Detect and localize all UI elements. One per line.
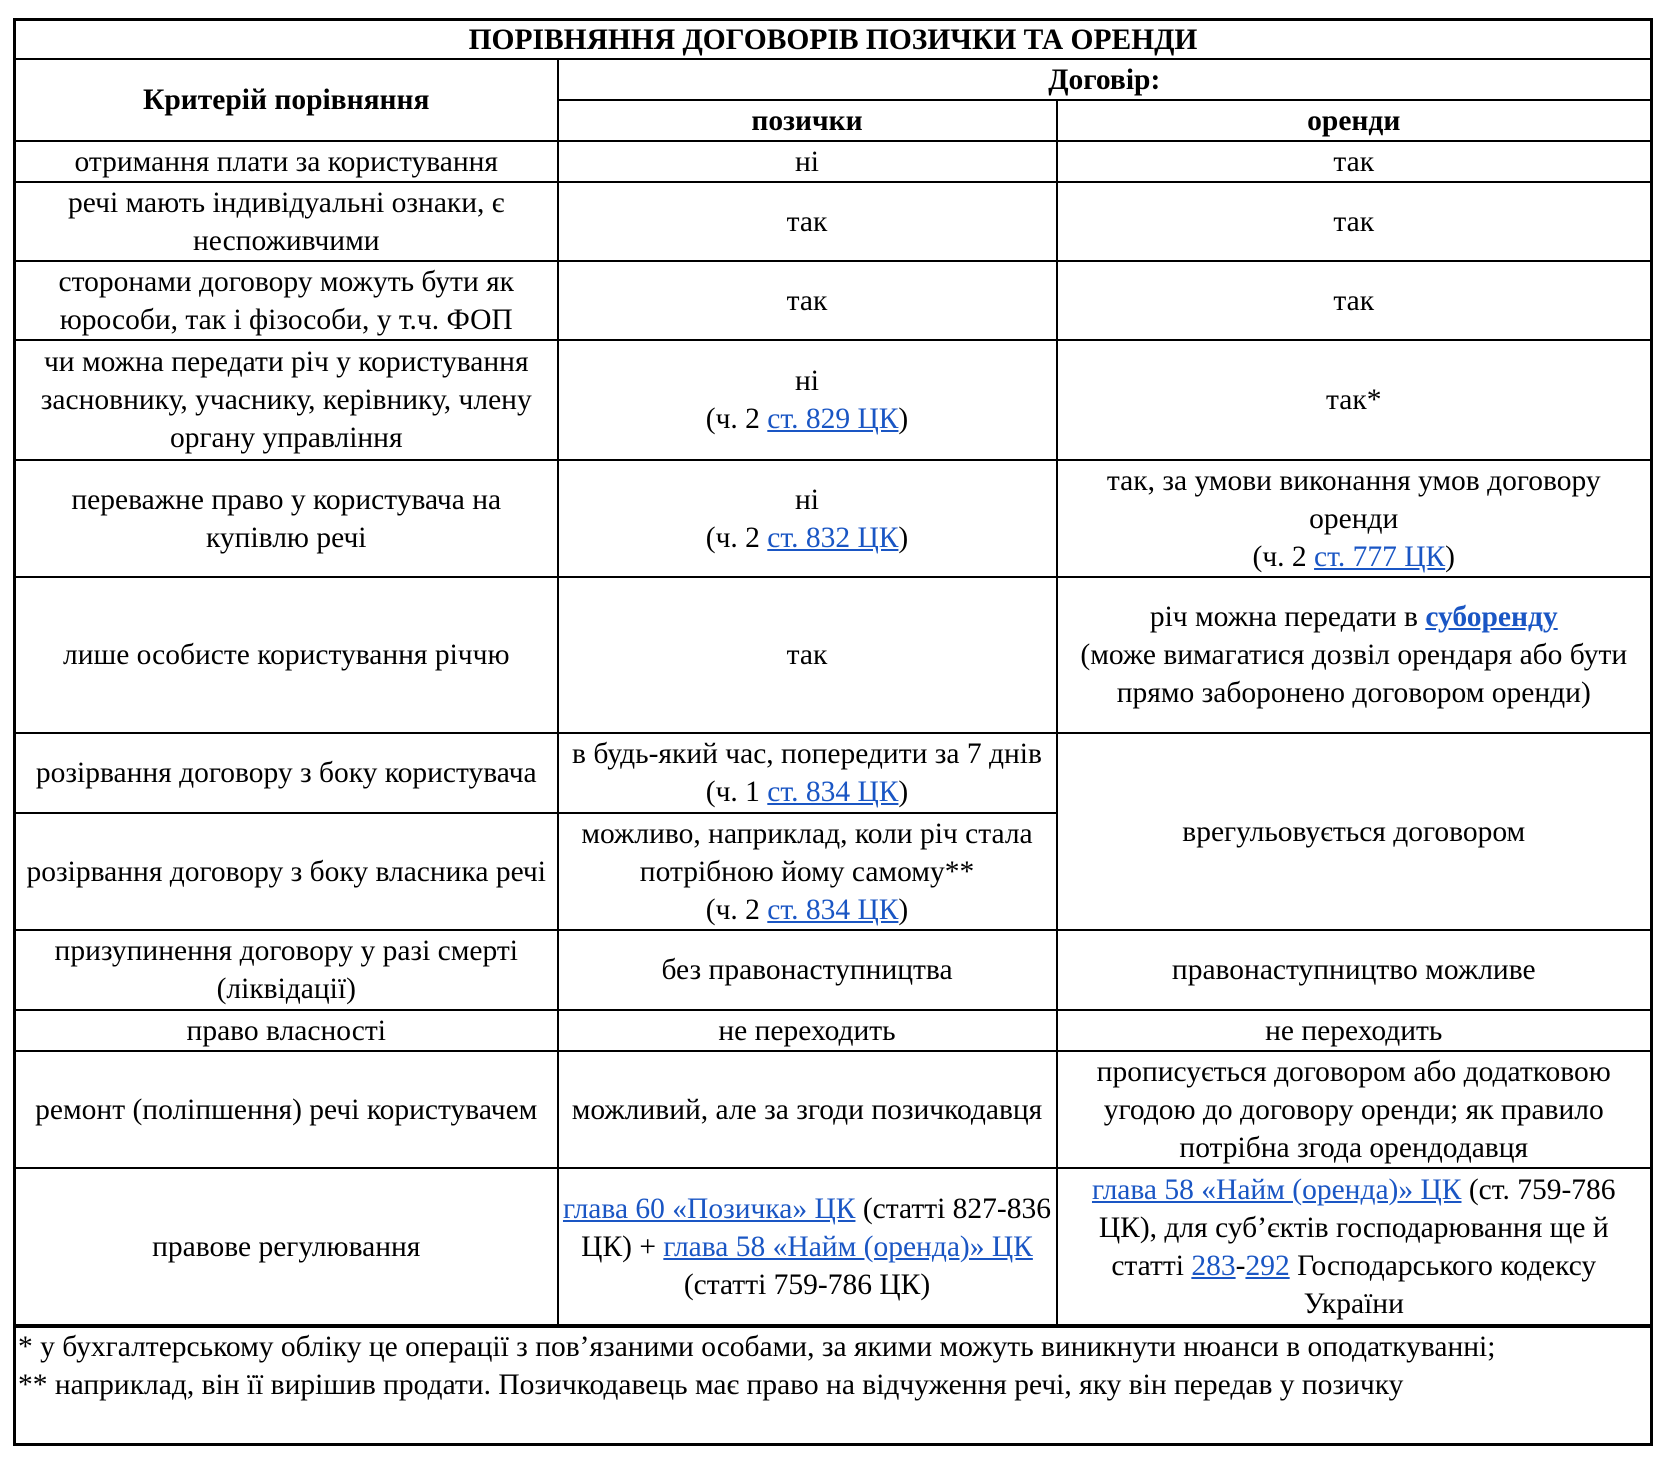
criterion-cell: розірвання договору з боку власника речі bbox=[13, 812, 559, 931]
cell-text: - bbox=[1235, 1249, 1246, 1282]
criterion-cell: розірвання договору з боку користувача bbox=[13, 732, 559, 814]
cell-text: можливо, наприклад, коли річ стала потрі… bbox=[581, 817, 1033, 888]
law-link[interactable]: глава 60 «Позичка» ЦК bbox=[562, 1192, 856, 1225]
table-row: отримання плати за користування ні так bbox=[13, 140, 1653, 183]
table-row: правове регулювання глава 60 «Позичка» Ц… bbox=[13, 1167, 1653, 1327]
footnotes: * у бухгалтерському обліку це операції з… bbox=[13, 1324, 1653, 1445]
law-link[interactable]: глава 58 «Найм (оренда)» ЦК bbox=[663, 1230, 1033, 1263]
header-contract: Договір: bbox=[556, 58, 1653, 101]
law-link[interactable]: ст. 834 ЦК bbox=[767, 776, 899, 808]
criterion-cell: правове регулювання bbox=[13, 1167, 559, 1327]
cell-text: (ч. 2 bbox=[705, 521, 768, 554]
lease-cell: так, за умови виконання умов договору ор… bbox=[1055, 459, 1653, 578]
cell-text: (статті 759-786 ЦК) bbox=[683, 1268, 931, 1301]
loan-cell: ні bbox=[556, 140, 1058, 183]
criterion-cell: право власності bbox=[13, 1009, 559, 1052]
loan-cell: так bbox=[556, 181, 1058, 262]
table-row: переважне право у користувача на купівлю… bbox=[13, 459, 1653, 578]
loan-cell: так bbox=[556, 260, 1058, 341]
loan-cell: можливо, наприклад, коли річ стала потрі… bbox=[556, 812, 1058, 931]
criterion-cell: призупинення договору у разі смерті (лік… bbox=[13, 929, 559, 1011]
lease-cell: глава 58 «Найм (оренда)» ЦК (ст. 759-786… bbox=[1055, 1167, 1653, 1327]
criterion-cell: сторонами договору можуть бути як юрособ… bbox=[13, 260, 559, 341]
table-row: призупинення договору у разі смерті (лік… bbox=[13, 929, 1653, 1011]
law-link[interactable]: ст. 777 ЦК bbox=[1314, 540, 1446, 573]
lease-cell: так bbox=[1055, 181, 1653, 262]
law-link[interactable]: 283 bbox=[1191, 1249, 1236, 1282]
cell-text: (ч. 2 bbox=[705, 893, 768, 926]
table-row: право власності не переходить не переходит… bbox=[13, 1009, 1653, 1052]
criterion-cell: отримання плати за користування bbox=[13, 140, 559, 183]
law-link[interactable]: 292 bbox=[1245, 1249, 1290, 1282]
cell-text: ні bbox=[795, 365, 819, 397]
lease-cell: не переходить bbox=[1055, 1009, 1653, 1052]
loan-cell: в будь-який час, попередити за 7 днів (ч… bbox=[556, 732, 1058, 814]
loan-cell: можливий, але за згоди позичкодавця bbox=[556, 1050, 1058, 1169]
cell-text: ) bbox=[898, 521, 909, 554]
cell-text: річ можна передати в bbox=[1149, 601, 1426, 633]
cell-text: (ч. 2 bbox=[705, 403, 768, 435]
cell-text: (ч. 2 bbox=[1252, 540, 1315, 573]
criterion-cell: лише особисте користування річчю bbox=[13, 576, 559, 734]
cell-text: так, за умови виконання умов договору ор… bbox=[1106, 464, 1601, 535]
table-row: розірвання договору з боку користувача в… bbox=[13, 732, 1653, 931]
footnote-2: ** наприклад, він її вирішив продати. По… bbox=[18, 1369, 1404, 1401]
loan-cell: не переходить bbox=[556, 1009, 1058, 1052]
header-lease: оренди bbox=[1055, 99, 1653, 142]
criterion-cell: речі мають індивідуальні ознаки, є неспо… bbox=[13, 181, 559, 262]
cell-text: ) bbox=[898, 403, 909, 435]
loan-cell: глава 60 «Позичка» ЦК (статті 827-836 ЦК… bbox=[556, 1167, 1058, 1327]
loan-cell: ні (ч. 2 ст. 832 ЦК) bbox=[556, 459, 1058, 578]
law-link[interactable]: ст. 834 ЦК bbox=[767, 893, 899, 926]
lease-cell: річ можна передати в суборенду (може вима… bbox=[1055, 576, 1653, 734]
lease-cell: так* bbox=[1055, 339, 1653, 461]
loan-cell: так bbox=[556, 576, 1058, 734]
criterion-cell: переважне право у користувача на купівлю… bbox=[13, 459, 559, 578]
cell-text: ) bbox=[898, 776, 909, 808]
criterion-cell: ремонт (поліпшення) речі користувачем bbox=[13, 1050, 559, 1169]
law-link[interactable]: глава 58 «Найм (оренда)» ЦК bbox=[1091, 1173, 1462, 1206]
loan-cell: без правонаступництва bbox=[556, 929, 1058, 1011]
criterion-cell: чи можна передати річ у користування зас… bbox=[13, 339, 559, 461]
cell-text: ) bbox=[898, 893, 909, 926]
law-link[interactable]: ст. 832 ЦК bbox=[767, 521, 899, 554]
table-row: речі мають індивідуальні ознаки, є неспо… bbox=[13, 181, 1653, 262]
lease-cell: так bbox=[1055, 260, 1653, 341]
comparison-table: ПОРІВНЯННЯ ДОГОВОРІВ ПОЗИЧКИ ТА ОРЕНДИ К… bbox=[13, 18, 1653, 1446]
header-criterion: Критерій порівняння bbox=[13, 58, 559, 142]
table-row: лише особисте користування річчю так річ … bbox=[13, 576, 1653, 734]
lease-cell: правонаступництво можливе bbox=[1055, 929, 1653, 1011]
lease-cell: так bbox=[1055, 140, 1653, 183]
cell-text: в будь-який час, попередити за 7 днів (ч… bbox=[572, 738, 1042, 808]
table-title: ПОРІВНЯННЯ ДОГОВОРІВ ПОЗИЧКИ ТА ОРЕНДИ bbox=[13, 18, 1653, 60]
table-row: сторонами договору можуть бути як юрособ… bbox=[13, 260, 1653, 341]
cell-text: (статті 827-836 ЦК) + bbox=[581, 1192, 1052, 1263]
law-link[interactable]: ст. 829 ЦК bbox=[767, 403, 899, 435]
lease-cell: прописується договором або додатковою уг… bbox=[1055, 1050, 1653, 1169]
cell-text: (ст. 759-786 ЦК), для суб’єктів господар… bbox=[1098, 1173, 1616, 1282]
cell-text: ні bbox=[795, 483, 819, 516]
cell-text: ) bbox=[1445, 540, 1455, 573]
footnote-1: * у бухгалтерському обліку це операції з… bbox=[18, 1331, 1496, 1363]
lease-cell: врегульовується договором bbox=[1055, 732, 1653, 931]
cell-text: Господарського кодексу України bbox=[1289, 1249, 1597, 1320]
table-row: ремонт (поліпшення) речі користувачем мож… bbox=[13, 1050, 1653, 1169]
cell-text: (може вимагатися дозвіл орендаря або бут… bbox=[1080, 639, 1628, 709]
header-loan: позички bbox=[556, 99, 1058, 142]
table-row: чи можна передати річ у користування зас… bbox=[13, 339, 1653, 461]
loan-cell: ні (ч. 2 ст. 829 ЦК) bbox=[556, 339, 1058, 461]
sublease-link[interactable]: суборенду bbox=[1425, 601, 1558, 633]
table-row: розірвання договору з боку власника речі… bbox=[13, 812, 1652, 931]
